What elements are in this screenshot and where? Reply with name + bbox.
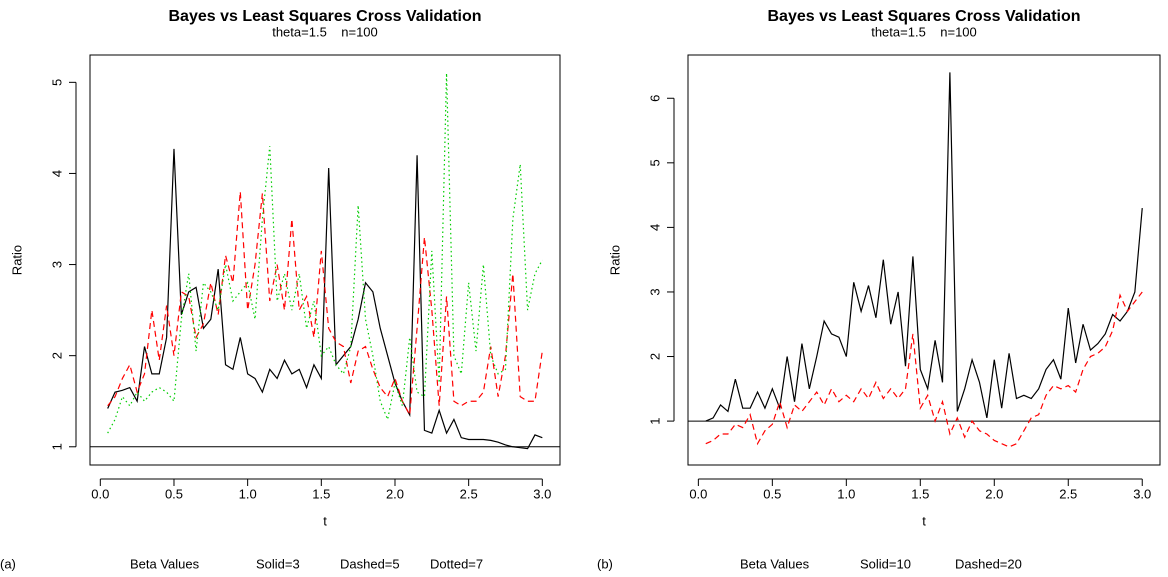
series-line: [107, 191, 543, 417]
x-tick-label: 0.0: [91, 486, 109, 501]
plot-box: [687, 54, 1161, 466]
legend-entry: Solid=10: [860, 556, 911, 571]
x-axis-label: t: [922, 513, 926, 528]
legend-entry: Solid=3: [256, 556, 300, 571]
legend-entry: Dotted=7: [430, 556, 483, 571]
y-tick-label: 3: [49, 261, 64, 268]
x-tick-label: 3.0: [1133, 486, 1151, 501]
x-tick-label: 1.5: [312, 486, 330, 501]
x-tick-label: 3.0: [533, 486, 551, 501]
series-line: [705, 291, 1143, 448]
x-tick-label: 1.0: [837, 486, 855, 501]
y-tick-label: 1: [647, 417, 662, 424]
series-line: [107, 148, 543, 450]
legend-entry: Dashed=5: [340, 556, 400, 571]
y-tick-label: 4: [49, 170, 64, 177]
panel-label: (a): [0, 556, 16, 571]
x-tick-label: 0.0: [689, 486, 707, 501]
y-axis-label: Ratio: [607, 245, 622, 275]
x-tick-label: 0.5: [763, 486, 781, 501]
y-tick-label: 5: [49, 79, 64, 86]
y-tick-label: 6: [647, 95, 662, 102]
x-tick-label: 0.5: [165, 486, 183, 501]
chart-subtitle: theta=1.5 n=100: [272, 24, 378, 39]
chart-subtitle: theta=1.5 n=100: [871, 24, 977, 39]
y-tick-label: 3: [647, 288, 662, 295]
legend-title: Beta Values: [130, 556, 200, 571]
x-tick-label: 1.0: [239, 486, 257, 501]
x-axis-label: t: [323, 513, 327, 528]
x-tick-label: 2.0: [985, 486, 1003, 501]
y-tick-label: 2: [49, 352, 64, 359]
x-tick-label: 1.5: [911, 486, 929, 501]
legend-title: Beta Values: [740, 556, 810, 571]
y-axis-label: Ratio: [9, 245, 24, 275]
x-tick-label: 2.5: [1059, 486, 1077, 501]
chart-title: Bayes vs Least Squares Cross Validation: [168, 8, 481, 25]
x-tick-label: 2.5: [460, 486, 478, 501]
y-tick-label: 1: [49, 443, 64, 450]
series-line: [107, 73, 543, 434]
legend-entry: Dashed=20: [955, 556, 1022, 571]
chart-title: Bayes vs Least Squares Cross Validation: [767, 8, 1080, 25]
x-tick-label: 2.0: [386, 486, 404, 501]
panel-label: (b): [597, 556, 613, 571]
y-tick-label: 2: [647, 353, 662, 360]
y-tick-label: 5: [647, 159, 662, 166]
plot-box: [89, 54, 561, 466]
series-line: [705, 72, 1143, 422]
y-tick-label: 4: [647, 224, 662, 231]
